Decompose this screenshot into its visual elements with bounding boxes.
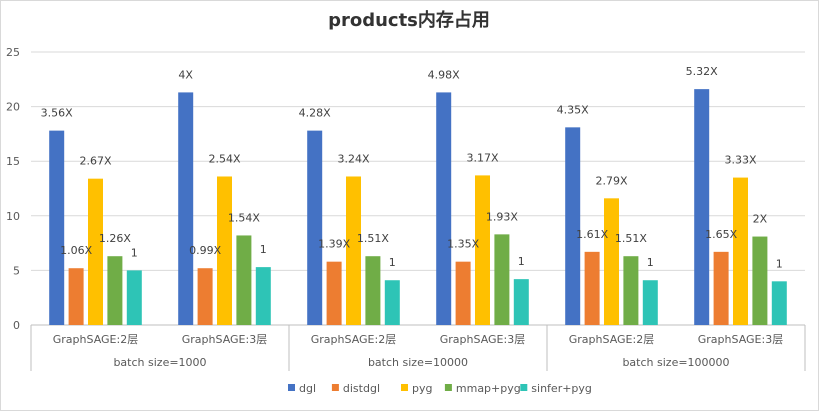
- bar-pyg: [475, 175, 490, 325]
- y-tick-label: 15: [6, 155, 20, 168]
- bar-mmap+pyg: [623, 256, 639, 325]
- data-label: 1: [260, 243, 267, 256]
- bar-mmap+pyg: [107, 256, 123, 325]
- data-label: 2X: [753, 213, 768, 226]
- group-label: batch size=100000: [622, 356, 729, 369]
- data-label: 3.56X: [41, 107, 73, 120]
- data-label: 1.39X: [318, 238, 350, 251]
- category-label: GraphSAGE:3层: [182, 333, 267, 346]
- data-label: 1.93X: [486, 210, 518, 223]
- legend-swatch: [331, 384, 339, 391]
- bar-dgl: [565, 127, 581, 326]
- category-label: GraphSAGE:3层: [698, 333, 783, 346]
- legend-swatch: [401, 384, 408, 391]
- bar-pyg: [88, 178, 103, 325]
- y-tick-label: 25: [6, 46, 20, 59]
- data-label: 1: [131, 246, 138, 259]
- data-label: 1: [776, 257, 783, 270]
- data-label: 3.33X: [724, 154, 756, 167]
- data-label: 1: [647, 256, 654, 269]
- data-label: 1.06X: [60, 244, 92, 257]
- bar-mmap+pyg: [365, 256, 381, 325]
- bar-dgl: [307, 130, 323, 325]
- legend-swatch: [288, 384, 295, 391]
- bar-dgl: [694, 89, 710, 326]
- legend-swatch: [520, 384, 528, 391]
- y-tick-label: 0: [13, 319, 20, 332]
- bar-distdgl: [455, 261, 471, 325]
- data-label: 4.28X: [299, 107, 331, 120]
- data-label: 2.79X: [595, 174, 627, 187]
- data-label: 4X: [178, 68, 193, 81]
- data-label: 3.24X: [337, 152, 369, 165]
- group-label: batch size=10000: [368, 356, 468, 369]
- bar-mmap+pyg: [236, 235, 252, 325]
- legend-label: distdgl: [343, 382, 380, 395]
- data-label: 1.51X: [615, 232, 647, 245]
- data-label: 1.65X: [705, 228, 737, 241]
- bar-dgl: [49, 130, 65, 325]
- y-tick-label: 5: [13, 264, 20, 277]
- data-label: 1.61X: [576, 228, 608, 241]
- legend: dgl distdgl pyg mmap+pyg sinfer+pyg: [288, 382, 592, 395]
- data-label: 3.17X: [466, 151, 498, 164]
- data-label: 1.35X: [447, 238, 479, 251]
- data-label: 5.32X: [686, 65, 718, 78]
- bars: [49, 89, 787, 326]
- gridlines: [31, 51, 805, 326]
- bar-pyg: [217, 176, 232, 325]
- bar-mmap+pyg: [752, 236, 768, 325]
- bar-pyg: [733, 177, 748, 325]
- legend-label: sinfer+pyg: [531, 382, 592, 395]
- legend-label: dgl: [299, 382, 316, 395]
- category-label: GraphSAGE:2层: [53, 333, 138, 346]
- bar-sinfer+pyg: [255, 267, 271, 325]
- bar-distdgl: [713, 251, 729, 325]
- bar-distdgl: [197, 268, 213, 325]
- bar-dgl: [178, 92, 194, 326]
- bar-distdgl: [326, 261, 342, 325]
- data-label: 1: [389, 256, 396, 269]
- bar-sinfer+pyg: [384, 280, 400, 325]
- data-label: 0.99X: [189, 244, 221, 257]
- y-tick-label: 20: [6, 101, 20, 114]
- legend-swatch: [444, 384, 452, 391]
- bar-sinfer+pyg: [513, 279, 529, 325]
- category-label: GraphSAGE:2层: [569, 333, 654, 346]
- bar-sinfer+pyg: [126, 270, 142, 325]
- chart-title: products内存占用: [328, 9, 490, 31]
- legend-label: mmap+pyg: [456, 382, 521, 395]
- category-label: GraphSAGE:2层: [311, 333, 396, 346]
- data-label: 4.98X: [428, 68, 460, 81]
- data-label: 1.26X: [99, 232, 131, 245]
- category-label: GraphSAGE:3层: [440, 333, 525, 346]
- group-label: batch size=1000: [113, 356, 206, 369]
- y-tick-label: 10: [6, 210, 20, 223]
- data-labels: 3.56X 4X 4.28X 4.98X 4.35X 5.32X 1.06X 0.99X 1.3…: [41, 65, 783, 270]
- bar-dgl: [436, 92, 452, 326]
- legend-label: pyg: [412, 382, 432, 395]
- data-label: 1.51X: [357, 232, 389, 245]
- bar-pyg: [346, 176, 361, 325]
- bar-sinfer+pyg: [771, 281, 787, 325]
- y-axis: 0 5 10 15 20 25: [6, 46, 20, 332]
- data-label: 1.54X: [228, 211, 260, 224]
- data-label: 2.54X: [208, 152, 240, 165]
- bar-distdgl: [68, 268, 84, 325]
- x-axis: GraphSAGE:2层 GraphSAGE:3层 GraphSAGE:2层 Grap…: [30, 325, 806, 371]
- data-label: 2.67X: [79, 155, 111, 168]
- bar-distdgl: [584, 251, 600, 325]
- bar-mmap+pyg: [494, 234, 510, 325]
- data-label: 1: [518, 255, 525, 268]
- data-label: 4.35X: [557, 103, 589, 116]
- bar-sinfer+pyg: [642, 280, 658, 325]
- bar-pyg: [604, 198, 619, 325]
